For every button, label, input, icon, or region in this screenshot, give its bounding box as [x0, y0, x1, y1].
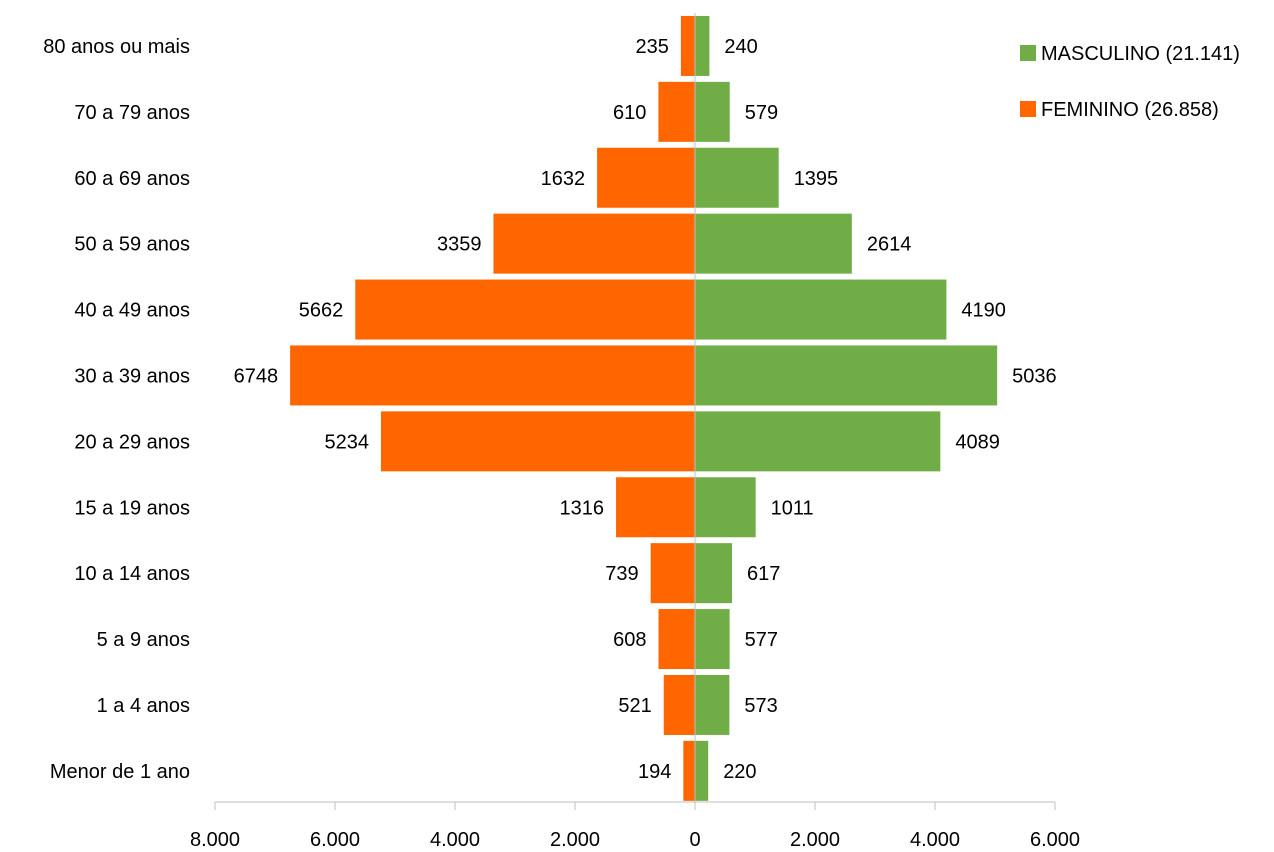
bar-masculino: [695, 674, 730, 735]
x-tick-label: 2.000: [550, 829, 600, 851]
data-label-masculino: 617: [747, 563, 780, 585]
bar-feminino: [680, 15, 695, 76]
x-tick-label: 6.000: [1030, 829, 1080, 851]
data-label-feminino: 6748: [234, 365, 279, 387]
data-label-masculino: 4190: [961, 300, 1006, 322]
data-label-masculino: 2614: [867, 234, 912, 256]
data-label-feminino: 235: [636, 36, 669, 58]
data-label-masculino: 579: [745, 102, 778, 124]
bar-masculino: [695, 740, 709, 801]
legend-swatch: [1020, 45, 1036, 61]
bar-masculino: [695, 279, 947, 340]
bar-feminino: [355, 279, 695, 340]
category-label: 1 a 4 anos: [97, 695, 190, 717]
bar-masculino: [695, 477, 756, 538]
bar-masculino: [695, 15, 710, 76]
data-label-feminino: 610: [613, 102, 646, 124]
x-tick-label: 6.000: [310, 829, 360, 851]
data-label-feminino: 521: [618, 695, 651, 717]
bar-feminino: [380, 411, 695, 472]
data-label-feminino: 5234: [324, 431, 369, 453]
bar-masculino: [695, 609, 730, 670]
x-tick-label: 4.000: [910, 829, 960, 851]
data-label-feminino: 5662: [299, 300, 344, 322]
data-label-masculino: 1395: [794, 168, 839, 190]
bar-masculino: [695, 147, 779, 208]
category-label: 20 a 29 anos: [74, 431, 190, 453]
category-label: 5 a 9 anos: [97, 629, 190, 651]
data-label-feminino: 739: [605, 563, 638, 585]
data-label-feminino: 194: [638, 761, 671, 783]
bar-feminino: [658, 81, 695, 142]
x-tick-label: 0: [689, 829, 700, 851]
legend-label: MASCULINO (21.141): [1041, 43, 1240, 65]
data-label-masculino: 240: [724, 36, 757, 58]
legend: MASCULINO (21.141) FEMININO (26.858): [1020, 43, 1240, 121]
category-label: 60 a 69 anos: [74, 168, 190, 190]
x-axis: 8.000 6.000 4.000 2.000 0 2.000 4.000 6.000: [190, 13, 1080, 851]
category-label: 80 anos ou mais: [43, 36, 190, 58]
data-label-masculino: 220: [723, 761, 756, 783]
x-tick-label: 4.000: [430, 829, 480, 851]
x-tick-label: 2.000: [790, 829, 840, 851]
legend-swatch: [1020, 101, 1036, 117]
data-label-masculino: 1011: [771, 497, 814, 519]
bar-feminino: [663, 674, 695, 735]
data-label-masculino: 573: [744, 695, 777, 717]
bar-masculino: [695, 213, 852, 274]
bar-masculino: [695, 81, 730, 142]
bars-layer: [290, 15, 998, 801]
category-label: 40 a 49 anos: [74, 300, 190, 322]
category-label: 50 a 59 anos: [74, 234, 190, 256]
data-label-feminino: 1316: [560, 497, 605, 519]
category-label: 10 a 14 anos: [74, 563, 190, 585]
category-label: 15 a 19 anos: [74, 497, 190, 519]
bar-feminino: [493, 213, 695, 274]
bar-masculino: [695, 411, 941, 472]
bar-masculino: [695, 543, 733, 604]
data-label-feminino: 608: [613, 629, 646, 651]
labels-layer: 80 anos ou mais 235 240 70 a 79 anos 610 579 6…: [43, 36, 1056, 783]
data-label-feminino: 1632: [541, 168, 586, 190]
bar-feminino: [290, 345, 695, 406]
bar-feminino: [597, 147, 695, 208]
category-label: 70 a 79 anos: [74, 102, 190, 124]
data-label-feminino: 3359: [437, 234, 482, 256]
legend-label: FEMININO (26.858): [1041, 99, 1219, 121]
data-label-masculino: 577: [745, 629, 778, 651]
category-label: Menor de 1 ano: [50, 761, 190, 783]
bar-feminino: [616, 477, 695, 538]
data-label-masculino: 5036: [1012, 365, 1056, 387]
x-tick-label: 8.000: [190, 829, 240, 851]
bar-masculino: [695, 345, 998, 406]
bar-feminino: [683, 740, 695, 801]
data-label-masculino: 4089: [955, 431, 1000, 453]
bar-feminino: [650, 543, 695, 604]
bar-feminino: [658, 609, 695, 670]
category-label: 30 a 39 anos: [74, 365, 190, 387]
